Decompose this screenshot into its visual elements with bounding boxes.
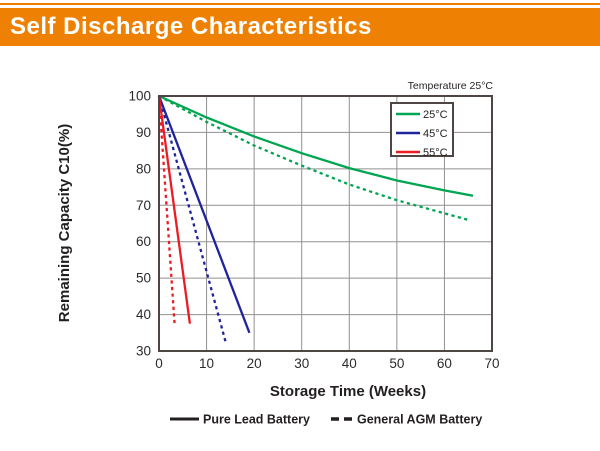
series-line-25C-solid [158,94,474,197]
x-axis-title: Storage Time (Weeks) [270,383,426,400]
y-tick-label: 80 [136,161,151,176]
x-tick-labels: 0 10 20 30 40 50 60 70 [155,356,499,371]
x-tick-label: 30 [294,356,309,371]
x-tick-label: 0 [155,356,163,371]
series-line-55C-dashed [157,95,176,326]
x-tick-label: 70 [484,356,499,371]
y-tick-label: 100 [128,89,151,104]
temperature-legend-box: 25°C 45°C 55°C [390,102,454,159]
y-tick-label: 40 [136,307,151,322]
line-style-legend: Pure Lead Battery General AGM Battery [170,413,482,427]
y-tick-label: 90 [136,125,151,140]
title-banner: Self Discharge Characteristics [0,8,600,46]
y-tick-label: 70 [136,198,151,213]
y-tick-label: 60 [136,234,151,249]
legend-label-45C: 45°C [423,128,448,140]
x-tick-label: 10 [199,356,214,371]
temperature-note: Temperature 25°C [408,80,494,92]
y-axis-title: Remaining Capacity C10(%) [56,124,73,322]
legend-label-25C: 25°C [423,109,448,121]
series-line-45C-dashed [157,95,227,343]
legend-label-55C: 55°C [423,147,448,159]
self-discharge-chart: Temperature 25°C 100 90 80 70 60 50 40 30 0 10 20… [56,80,500,427]
general-agm-battery-label: General AGM Battery [357,413,482,427]
x-tick-label: 60 [437,356,452,371]
x-tick-label: 40 [342,356,357,371]
x-tick-label: 20 [247,356,262,371]
legend-box-frame [390,102,454,157]
y-tick-label: 30 [136,344,151,359]
plot-border [158,95,493,352]
top-accent-line [0,3,600,5]
series-line-55C-solid [157,95,192,324]
y-tick-labels: 100 90 80 70 60 50 40 30 [128,89,151,359]
x-tick-label: 50 [389,356,404,371]
series-line-45C-solid [157,95,251,334]
pure-lead-battery-label: Pure Lead Battery [203,413,310,427]
series-lines [157,94,474,343]
y-tick-label: 50 [136,271,151,286]
page-title: Self Discharge Characteristics [10,13,372,40]
